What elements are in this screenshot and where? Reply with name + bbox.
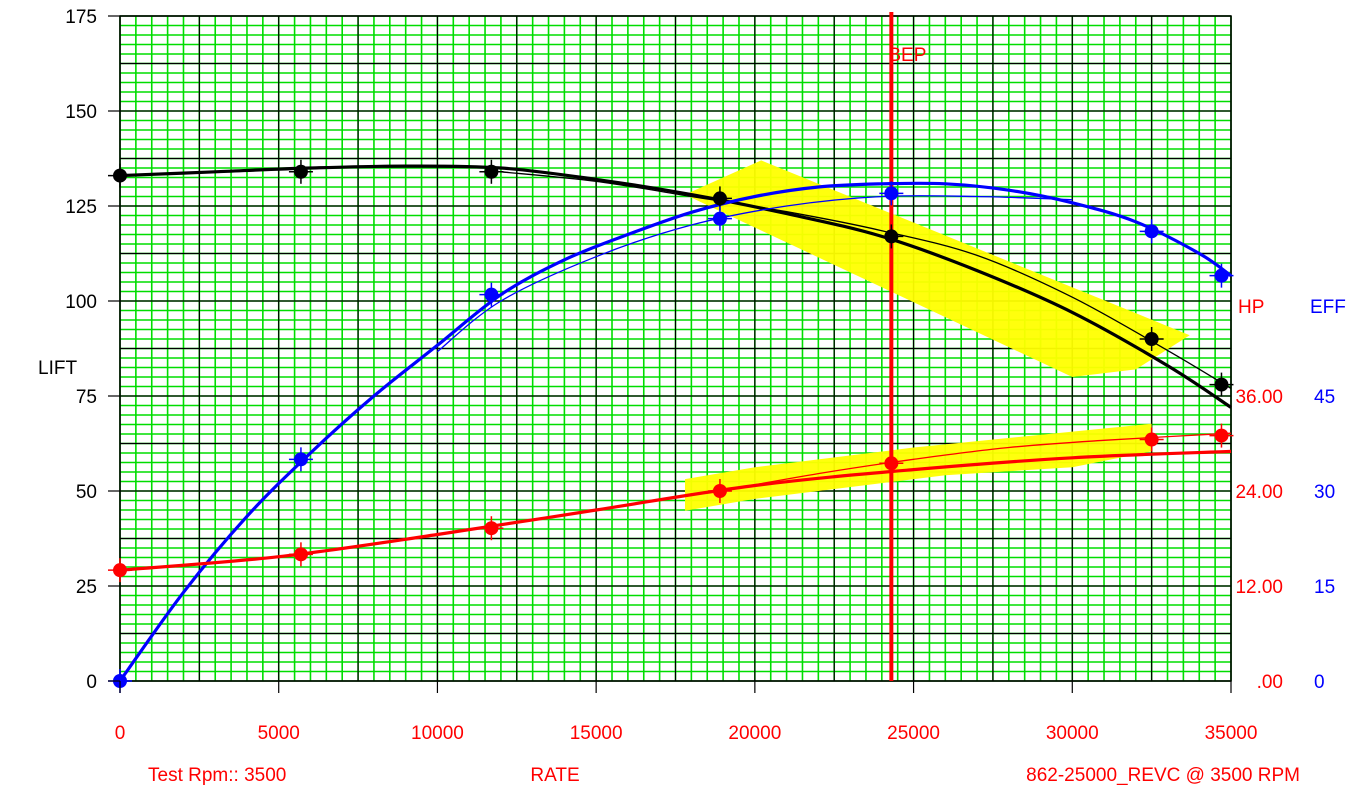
eff-reference-curve (436, 195, 1073, 353)
eff-test-point (879, 181, 904, 206)
eff-fit-curve (118, 181, 1232, 682)
x-axis-ticks: 0 5000 10000 15000 20000 25000 30000 35000 (115, 681, 1258, 744)
x-tick-label: 10000 (411, 723, 464, 744)
lift-fit-curve (119, 164, 1232, 409)
y-tick-label: 150 (65, 102, 97, 123)
eff-axis-label: EFF (1310, 297, 1346, 318)
rate-axis-label: RATE (530, 765, 579, 786)
bep-marker: BEP (888, 12, 926, 681)
lift-band (685, 160, 1190, 377)
hp-reference-curve (719, 432, 1232, 492)
eff-test-point (707, 206, 732, 231)
hp-tick-label: 24.00 (1235, 482, 1283, 503)
test-rpm-label: Test Rpm:: 3500 (148, 765, 286, 786)
hp-tick-label: 36.00 (1235, 387, 1283, 408)
eff-tick-label: 45 (1314, 387, 1335, 408)
eff-tick-label: 30 (1314, 482, 1335, 503)
y-tick-label: 50 (76, 482, 97, 503)
lift-test-point (707, 186, 732, 211)
bep-label: BEP (888, 45, 926, 66)
y-tick-label: 175 (65, 7, 97, 28)
lift-axis-label: LIFT (38, 358, 77, 379)
x-tick-label: 30000 (1046, 723, 1099, 744)
hp-test-point (288, 542, 313, 567)
eff-test-point (479, 282, 504, 307)
hp-test-point (108, 558, 132, 583)
y-tick-label: 100 (65, 292, 97, 313)
lift-test-point (479, 159, 504, 184)
lift-reference-curve (500, 171, 1232, 389)
hp-axis-label: HP (1238, 297, 1264, 318)
hp-tick-label: 12.00 (1235, 577, 1283, 598)
y-tick-label: 75 (76, 387, 97, 408)
lift-test-point (288, 159, 313, 184)
eff-test-point (1209, 263, 1234, 288)
y-axis-ticks: 0 25 50 75 100 125 150 175 (65, 7, 120, 693)
lift-test-point (1209, 372, 1234, 397)
curves (118, 164, 1232, 682)
hp-axis-ticks: .00 12.00 24.00 36.00 (1235, 387, 1283, 693)
hp-tick-label: .00 (1257, 672, 1283, 693)
lift-test-point (879, 224, 904, 249)
hp-test-point (1139, 427, 1164, 452)
plot-frame (119, 15, 1232, 682)
lift-test-point (1139, 327, 1164, 351)
eff-tick-label: 15 (1314, 577, 1335, 598)
eff-test-point (1139, 219, 1164, 244)
x-tick-label: 5000 (258, 723, 300, 744)
test-points (108, 159, 1234, 693)
lift-test-point (108, 163, 132, 188)
pump-model-label: 862-25000_REVC @ 3500 RPM (1026, 765, 1300, 786)
hp-test-point (1209, 423, 1234, 448)
y-tick-label: 125 (65, 197, 97, 218)
hp-test-point (879, 451, 904, 476)
hp-test-point (707, 479, 732, 503)
eff-tick-label: 0 (1314, 672, 1325, 693)
eff-test-point (288, 447, 313, 472)
eff-axis-ticks: 0 15 30 45 (1314, 387, 1335, 693)
x-tick-label: 15000 (570, 723, 623, 744)
x-tick-label: 25000 (887, 723, 940, 744)
x-tick-label: 20000 (728, 723, 781, 744)
x-tick-label: 0 (115, 723, 126, 744)
hp-test-point (479, 516, 504, 541)
y-tick-label: 25 (76, 577, 97, 598)
x-tick-label: 35000 (1205, 723, 1258, 744)
y-tick-label: 0 (86, 672, 97, 693)
